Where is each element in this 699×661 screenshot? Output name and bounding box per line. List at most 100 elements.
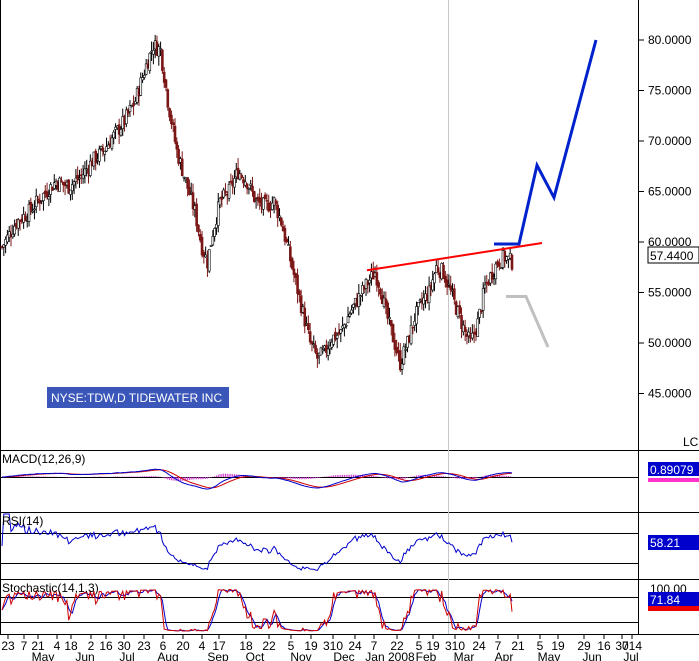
candle <box>243 175 247 188</box>
candle-body <box>289 246 292 262</box>
candle-body <box>168 108 171 118</box>
candle <box>280 216 283 227</box>
candle-body <box>4 238 7 246</box>
candle <box>404 343 407 358</box>
candle <box>314 340 317 355</box>
candle <box>251 176 254 197</box>
candle-body <box>436 267 440 273</box>
month-label: Nov <box>290 650 311 661</box>
candle-body <box>368 279 371 284</box>
candle <box>411 326 415 335</box>
candle-body <box>344 324 348 327</box>
candle-body <box>427 285 431 304</box>
candle <box>58 176 61 192</box>
candle-body <box>359 295 362 297</box>
candle-body <box>170 114 173 125</box>
candle-body <box>290 258 294 269</box>
candle <box>38 193 42 211</box>
candle-body <box>296 274 299 294</box>
candle-body <box>89 160 92 176</box>
candle-body <box>60 180 63 182</box>
candle <box>463 319 467 342</box>
candle-body <box>143 74 146 78</box>
candle-body <box>487 281 490 286</box>
candle <box>186 177 189 197</box>
candle-body <box>490 271 494 280</box>
candle-body <box>422 297 425 305</box>
candle-body <box>494 263 498 280</box>
candle-body <box>36 198 40 201</box>
candle-body <box>262 197 265 210</box>
candle <box>125 106 128 128</box>
candle <box>143 69 146 80</box>
candle-body <box>13 225 16 235</box>
candle <box>453 283 456 305</box>
candle <box>391 323 395 343</box>
candle <box>274 198 278 211</box>
month-label: Aug <box>157 650 178 661</box>
candle <box>449 275 453 295</box>
candle-body <box>11 233 15 238</box>
date-tick-label: 5 <box>537 639 544 653</box>
candle <box>170 110 173 130</box>
candle <box>51 186 54 191</box>
candle-body <box>6 234 9 243</box>
date-tick-label: 22 <box>390 639 404 653</box>
candle <box>490 263 494 284</box>
candle <box>418 298 422 304</box>
candle-body <box>398 350 402 371</box>
candle <box>326 341 330 361</box>
candle <box>98 145 101 166</box>
candle-body <box>395 346 398 354</box>
candle <box>33 200 36 220</box>
date-tick-label: 7 <box>495 639 502 653</box>
date-tick-label: 22 <box>262 639 276 653</box>
month-label: Jun <box>75 650 94 661</box>
candle-body <box>481 288 485 311</box>
candle-body <box>442 264 445 279</box>
candle <box>157 43 161 66</box>
candle <box>388 307 391 325</box>
candle-body <box>191 192 195 210</box>
price-axis: 85.000080.000075.000070.000065.000060.00… <box>638 33 692 401</box>
candle <box>49 182 52 203</box>
candle-body <box>460 315 463 330</box>
candle <box>498 258 501 271</box>
rsi-line <box>1 513 513 572</box>
candle <box>348 311 352 318</box>
price-axis-corner-label: LC <box>683 435 699 449</box>
candle <box>204 246 207 258</box>
candle-body <box>202 252 206 257</box>
candle <box>13 219 16 237</box>
candle <box>202 249 206 264</box>
candle-body <box>125 109 128 125</box>
candle-body <box>141 77 144 81</box>
macd-panel: MACD(12,26,9) 0.89079 <box>0 452 699 490</box>
candle <box>289 240 292 268</box>
candle-body <box>148 52 152 72</box>
date-tick-label: 7 <box>371 639 378 653</box>
candle-body <box>195 203 198 227</box>
candle-body <box>393 340 397 350</box>
candle-body <box>128 105 132 112</box>
candle <box>389 319 393 336</box>
price-tick-label: 75.0000 <box>648 84 692 98</box>
month-label: Dec <box>333 650 354 661</box>
candle <box>27 199 31 227</box>
candle <box>252 190 256 203</box>
candle-body <box>478 308 481 318</box>
month-label: May <box>538 650 561 661</box>
candle <box>31 203 34 214</box>
candle <box>386 300 389 325</box>
price-tick-label: 80.0000 <box>648 33 692 47</box>
date-tick-label: 5 <box>416 639 423 653</box>
date-tick-label: 30 <box>615 639 629 653</box>
candle-body <box>166 89 170 108</box>
candle-body <box>27 204 31 222</box>
candle-body <box>499 267 503 269</box>
candle-body <box>444 276 447 283</box>
candle-body <box>245 183 249 189</box>
candle <box>83 161 87 184</box>
candle-body <box>31 210 34 213</box>
candle-body <box>105 146 108 152</box>
